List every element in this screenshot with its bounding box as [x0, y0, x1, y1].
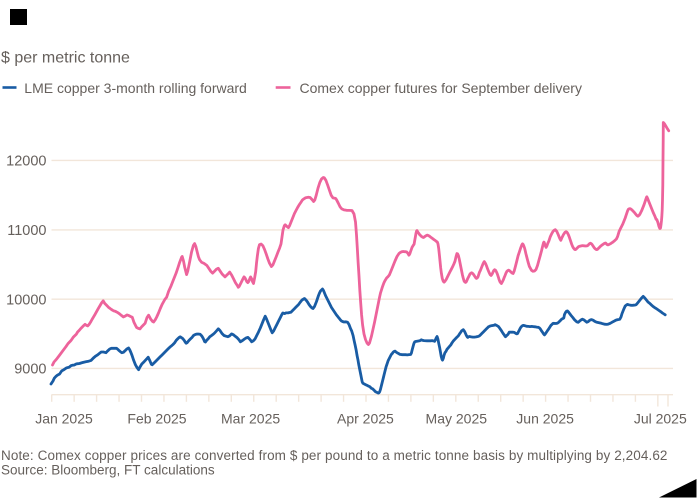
svg-text:Note: Comex copper prices are: Note: Comex copper prices are converted …: [1, 448, 668, 463]
svg-text:Jan 2025: Jan 2025: [35, 411, 93, 427]
svg-text:Jul 2025: Jul 2025: [634, 411, 687, 427]
svg-text:12000: 12000: [6, 154, 46, 170]
svg-text:Source: Bloomberg, FT calculat: Source: Bloomberg, FT calculations: [1, 463, 215, 478]
svg-text:11000: 11000: [7, 223, 46, 239]
svg-text:10000: 10000: [6, 292, 46, 308]
svg-text:Apr 2025: Apr 2025: [337, 411, 394, 427]
svg-text:Feb 2025: Feb 2025: [127, 411, 186, 427]
svg-text:9000: 9000: [14, 362, 46, 378]
svg-text:Mar 2025: Mar 2025: [221, 411, 280, 427]
svg-text:May 2025: May 2025: [426, 411, 488, 427]
svg-text:$ per metric tonne: $ per metric tonne: [1, 50, 130, 67]
svg-text:Jun 2025: Jun 2025: [516, 411, 574, 427]
svg-text:Comex copper futures for Septe: Comex copper futures for September deliv…: [300, 80, 582, 96]
svg-text:LME copper 3-month rolling for: LME copper 3-month rolling forward: [24, 80, 247, 96]
